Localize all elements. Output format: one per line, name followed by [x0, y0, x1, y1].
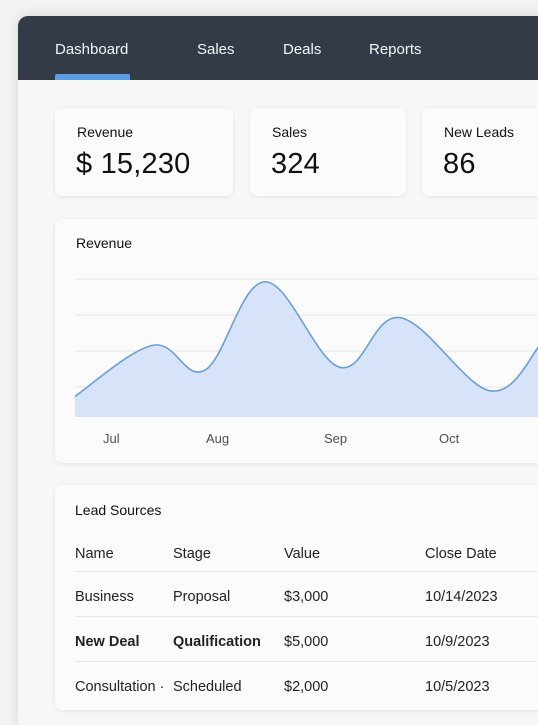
x-tick-label: Aug	[206, 431, 230, 446]
tab-dashboard[interactable]: Dashboard	[55, 41, 129, 58]
revenue-area	[75, 281, 538, 417]
cell-stage: Qualification	[173, 634, 261, 650]
tab-reports[interactable]: Reports	[369, 41, 422, 58]
cell-close-date: 10/9/2023	[425, 634, 490, 650]
dashboard-window: Dashboard Sales Deals Reports Revenue $ …	[18, 16, 538, 725]
active-tab-indicator	[55, 74, 130, 80]
x-tick-label: Jul	[103, 431, 120, 446]
x-tick-label: Oct	[439, 431, 460, 446]
cell-value: $2,000	[284, 679, 329, 695]
table-title: Lead Sources	[75, 502, 162, 518]
lead-sources-card: Lead Sources Name Stage Value Close Date…	[55, 485, 538, 710]
cell-close-date: 10/5/2023	[425, 679, 490, 695]
revenue-line	[74, 280, 538, 397]
cell-stage: Proposal	[173, 589, 231, 605]
stat-label: New Leads	[444, 124, 515, 140]
chart-title: Revenue	[76, 235, 133, 251]
cell-name: Consultation ·	[75, 679, 165, 695]
cell-stage: Scheduled	[173, 679, 242, 695]
cell-name: Business	[75, 589, 134, 605]
cell-value: $5,000	[284, 634, 329, 650]
tab-deals[interactable]: Deals	[283, 41, 322, 58]
stat-value: 86	[443, 148, 476, 180]
cell-close-date: 10/14/2023	[425, 589, 498, 605]
revenue-chart	[74, 278, 538, 417]
cell-value: $3,000	[284, 589, 329, 605]
column-header-name: Name	[75, 546, 114, 562]
stat-card-revenue: Revenue $ 15,230	[55, 108, 233, 196]
stat-value: 324	[271, 148, 320, 180]
stat-card-sales: Sales 324	[250, 108, 406, 196]
x-tick-label: Sep	[324, 431, 348, 446]
stat-value: $ 15,230	[76, 148, 191, 180]
row-divider	[75, 571, 538, 572]
row-divider	[75, 616, 538, 617]
stat-label: Sales	[272, 124, 308, 140]
stat-label: Revenue	[77, 124, 134, 140]
row-divider	[75, 661, 538, 662]
column-header-value: Value	[284, 546, 321, 562]
column-header-close-date: Close Date	[425, 546, 497, 562]
top-navigation: Dashboard Sales Deals Reports	[18, 16, 538, 80]
cell-name: New Deal	[75, 634, 140, 650]
tab-sales[interactable]: Sales	[197, 41, 235, 58]
revenue-chart-card: Revenue Jul Aug Sep Oct	[55, 219, 538, 463]
column-header-stage: Stage	[173, 546, 211, 562]
stat-card-new-leads: New Leads 86	[422, 108, 538, 196]
